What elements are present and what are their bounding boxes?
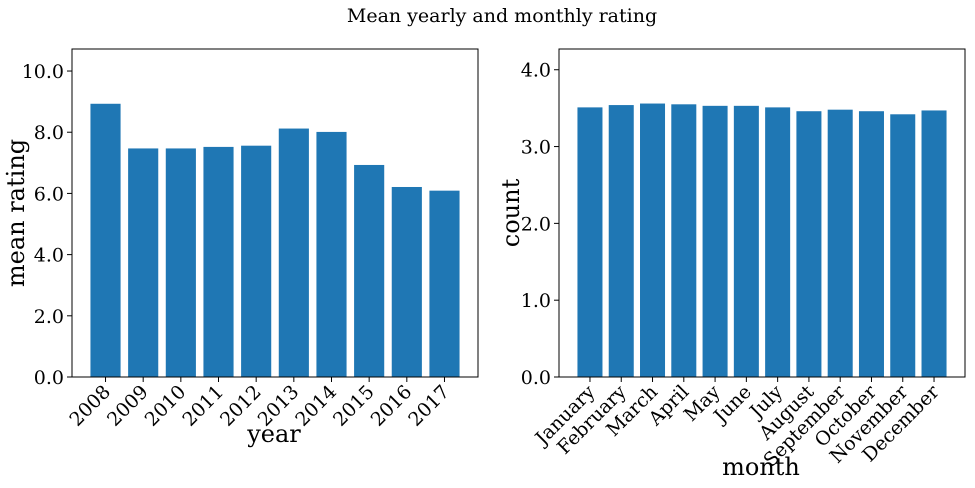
- monthly-bar-june: [733, 105, 759, 377]
- yearly-x-tick-label: 2009: [103, 381, 153, 431]
- yearly-x-tick-label: 2008: [65, 381, 115, 431]
- yearly-y-tick-label: 6.0: [34, 183, 64, 205]
- monthly-bar-october: [858, 111, 884, 377]
- monthly-bar-may: [702, 105, 728, 377]
- yearly-y-tick-label: 2.0: [34, 306, 64, 328]
- monthly-y-tick-label: 2.0: [521, 213, 551, 235]
- yearly-x-tick-label: 2017: [404, 381, 454, 431]
- yearly-x-tick-label: 2016: [367, 381, 417, 431]
- monthly-bar-november: [890, 114, 916, 377]
- yearly-bar-2008: [90, 103, 121, 378]
- monthly-bar-september: [827, 109, 853, 378]
- yearly-x-tick-label: 2010: [141, 381, 191, 431]
- yearly-bar-2009: [128, 148, 159, 377]
- yearly-x-axis-label: year: [246, 420, 301, 448]
- monthly-bar-april: [671, 104, 697, 377]
- monthly-bar-august: [796, 111, 822, 377]
- monthly-y-tick-label: 4.0: [521, 60, 551, 82]
- yearly-x-tick-label: 2015: [329, 381, 379, 431]
- yearly-y-tick-label: 4.0: [34, 245, 64, 267]
- monthly-bar-march: [640, 103, 666, 377]
- monthly-y-tick-label: 3.0: [521, 137, 551, 159]
- yearly-bar-2010: [165, 148, 196, 377]
- monthly-axes-frame: [558, 48, 966, 378]
- monthly-x-axis-label: month: [722, 453, 800, 481]
- yearly-y-axis-label: mean rating: [2, 139, 30, 287]
- yearly-y-tick-label: 0.0: [34, 367, 64, 389]
- monthly-y-axis-label: count: [497, 178, 525, 247]
- yearly-axes-frame: [71, 48, 479, 378]
- yearly-bar-2014: [316, 131, 347, 377]
- yearly-rating-chart: mean rating year 0.0 2.0 4.0 6.0 8.0 10.0 2008…: [2, 48, 479, 448]
- monthly-bar-february: [608, 105, 634, 377]
- monthly-bar-january: [577, 107, 603, 377]
- monthly-bar-july: [765, 107, 791, 377]
- monthly-rating-chart: count month 0.01.02.03.04.0JanuaryFebrua…: [497, 48, 966, 481]
- yearly-bar-2015: [354, 164, 385, 377]
- monthly-bar-december: [921, 110, 947, 377]
- figure-title: Mean yearly and monthly rating: [347, 5, 657, 27]
- monthly-y-tick-label: 1.0: [521, 290, 551, 312]
- yearly-bar-2013: [278, 128, 309, 377]
- monthly-y-tick-label: 0.0: [521, 367, 551, 389]
- yearly-bar-2011: [203, 146, 234, 377]
- yearly-bar-2012: [241, 145, 272, 377]
- yearly-x-tick-label: 2014: [291, 381, 341, 431]
- yearly-bar-2016: [391, 186, 422, 377]
- yearly-bar-2017: [429, 190, 460, 377]
- yearly-y-tick-label: 10.0: [22, 61, 64, 83]
- yearly-x-tick-label: 2011: [178, 381, 228, 431]
- yearly-y-tick-label: 8.0: [34, 122, 64, 144]
